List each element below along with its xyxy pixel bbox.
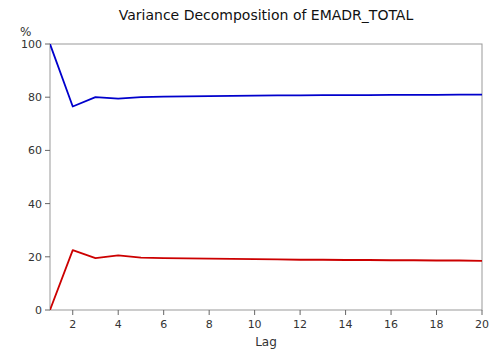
y-tick-label: 60 xyxy=(28,144,42,157)
chart-container: 2 4 6 8 10 12 14 16 18 20 0 20 40 60 80 100 Variance Dec… xyxy=(0,0,500,354)
x-tick-label: 10 xyxy=(248,318,262,331)
chart-title: Variance Decomposition of EMADR_TOTAL xyxy=(119,7,414,23)
y-tick-label: 20 xyxy=(28,251,42,264)
y-tick xyxy=(45,256,50,257)
x-tick xyxy=(254,310,255,315)
x-tick-label: 8 xyxy=(206,318,213,331)
y-tick xyxy=(45,44,50,45)
series-group xyxy=(50,44,482,310)
x-tick-label: 12 xyxy=(293,318,307,331)
x-tick xyxy=(209,310,210,315)
plot-frame xyxy=(50,44,482,310)
x-tick xyxy=(300,310,301,315)
x-tick xyxy=(163,310,164,315)
x-tick xyxy=(391,310,392,315)
x-tick-label: 4 xyxy=(115,318,122,331)
series-line xyxy=(50,250,482,310)
y-tick xyxy=(45,310,50,311)
x-axis-label: Lag xyxy=(255,335,277,349)
y-tick xyxy=(45,203,50,204)
y-axis-label: % xyxy=(20,25,31,39)
y-tick xyxy=(45,150,50,151)
y-tick-label: 100 xyxy=(21,38,42,51)
chart-svg: 2 4 6 8 10 12 14 16 18 20 0 20 40 60 80 100 Variance Dec… xyxy=(0,0,500,354)
x-tick-label: 20 xyxy=(475,318,489,331)
y-tick xyxy=(45,97,50,98)
x-tick-label: 14 xyxy=(339,318,353,331)
x-tick xyxy=(118,310,119,315)
x-tick xyxy=(72,310,73,315)
x-tick xyxy=(482,310,483,315)
x-tick-label: 16 xyxy=(384,318,398,331)
x-tick-label: 2 xyxy=(69,318,76,331)
y-tick-label: 40 xyxy=(28,198,42,211)
x-tick-label: 6 xyxy=(160,318,167,331)
x-tick xyxy=(345,310,346,315)
y-tick-label: 80 xyxy=(28,91,42,104)
page: {"chart_data": {"type": "line", "title":… xyxy=(0,0,500,354)
series-line xyxy=(50,44,482,107)
x-tick-label: 18 xyxy=(430,318,444,331)
y-tick-label: 0 xyxy=(35,304,42,317)
x-tick xyxy=(436,310,437,315)
